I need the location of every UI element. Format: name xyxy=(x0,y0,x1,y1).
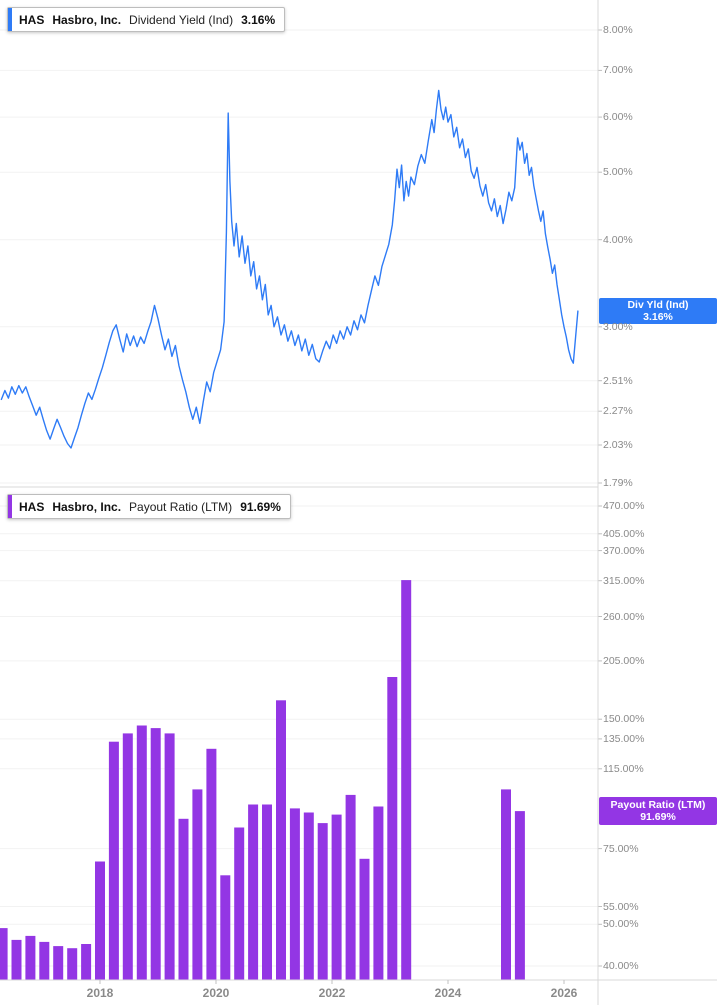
y-tick-label: 1.79% xyxy=(603,477,633,490)
y-tick-label: 115.00% xyxy=(603,762,644,775)
payout-ratio-bar xyxy=(81,944,92,980)
legend-metric: Dividend Yield (Ind) xyxy=(129,12,234,27)
payout-ratio-bar xyxy=(67,948,78,980)
y-tick-label: 40.00% xyxy=(603,959,639,972)
payout-ratio-bar xyxy=(150,728,161,980)
payout-ratio-bar xyxy=(234,827,245,980)
y-tick-label: 2.51% xyxy=(603,374,633,387)
payout-ratio-bar xyxy=(262,804,272,980)
payout-ratio-bar xyxy=(501,789,511,980)
payout-ratio-legend[interactable]: HAS Hasbro, Inc. Payout Ratio (LTM) 91.6… xyxy=(7,494,291,519)
y-tick-label: 4.00% xyxy=(603,233,633,246)
div-yld-last-value-badge: Div Yld (Ind) 3.16% xyxy=(599,298,717,324)
y-tick-label: 2.03% xyxy=(603,438,633,451)
payout-ratio-last-value-badge: Payout Ratio (LTM) 91.69% xyxy=(599,797,717,825)
dividend-yield-line xyxy=(0,89,579,449)
payout-ratio-bar xyxy=(136,725,147,980)
y-tick-label: 7.00% xyxy=(603,64,633,77)
dividend-yield-legend[interactable]: HAS Hasbro, Inc. Dividend Yield (Ind) 3.… xyxy=(7,7,286,32)
payout-ratio-bar xyxy=(164,733,175,980)
y-tick-label: 5.00% xyxy=(603,166,633,179)
payout-ratio-bar xyxy=(95,861,105,980)
y-tick-label: 8.00% xyxy=(603,24,633,37)
payout-ratio-bar xyxy=(317,823,328,980)
y-tick-label: 55.00% xyxy=(603,900,639,913)
y-tick-label: 405.00% xyxy=(603,527,645,540)
x-axis-label: 2026 xyxy=(550,986,578,1000)
y-tick-label: 75.00% xyxy=(603,842,639,855)
payout-ratio-bar xyxy=(206,748,217,980)
payout-ratio-bar xyxy=(53,946,64,980)
y-tick-label: 2.27% xyxy=(603,405,633,418)
legend-metric: Payout Ratio (LTM) xyxy=(129,499,233,514)
payout-ratio-bar xyxy=(276,700,286,980)
payout-ratio-bar xyxy=(192,789,203,980)
x-axis-label: 2024 xyxy=(434,986,462,1000)
payout-ratio-bar xyxy=(514,811,525,980)
payout-ratio-bar xyxy=(108,741,119,980)
payout-ratio-bar xyxy=(122,733,133,980)
payout-ratio-bar xyxy=(359,858,370,980)
payout-ratio-bar xyxy=(248,804,259,980)
payout-ratio-bar xyxy=(220,875,231,980)
y-tick-label: 370.00% xyxy=(603,544,645,557)
payout-ratio-bar xyxy=(289,808,300,980)
payout-ratio-bar xyxy=(303,812,314,980)
y-tick-label: 315.00% xyxy=(603,574,645,587)
legend-ticker: HAS xyxy=(19,12,45,27)
y-tick-label: 260.00% xyxy=(603,610,645,623)
payout-ratio-bar xyxy=(11,939,22,980)
y-tick-label: 3.00% xyxy=(603,320,633,333)
y-tick-label: 470.00% xyxy=(603,499,645,512)
badge-value: 91.69% xyxy=(640,811,676,823)
payout-ratio-bar xyxy=(387,677,398,980)
y-tick-label: 50.00% xyxy=(603,918,639,931)
legend-company: Hasbro, Inc. xyxy=(52,12,122,27)
x-axis-label: 2022 xyxy=(318,986,346,1000)
series-color-accent xyxy=(8,8,12,31)
payout-ratio-bar xyxy=(25,935,36,980)
y-tick-label: 6.00% xyxy=(603,111,633,124)
payout-ratio-bar xyxy=(39,941,50,980)
series-color-accent xyxy=(8,495,12,518)
payout-ratio-bar xyxy=(178,818,189,980)
badge-metric-label: Div Yld (Ind) xyxy=(627,298,689,311)
payout-ratio-bar xyxy=(0,928,8,980)
x-axis-label: 2020 xyxy=(202,986,230,1000)
badge-metric-label: Payout Ratio (LTM) xyxy=(610,798,706,811)
legend-ticker: HAS xyxy=(19,499,45,514)
payout-ratio-bar xyxy=(345,794,356,980)
legend-company: Hasbro, Inc. xyxy=(52,499,122,514)
legend-value: 91.69% xyxy=(240,499,281,514)
legend-value: 3.16% xyxy=(241,12,276,27)
y-tick-label: 150.00% xyxy=(603,713,645,726)
payout-ratio-bar xyxy=(401,580,412,980)
y-tick-label: 135.00% xyxy=(603,732,645,745)
y-tick-label: 205.00% xyxy=(603,654,645,667)
x-axis-label: 2018 xyxy=(86,986,114,1000)
badge-value: 3.16% xyxy=(643,311,673,323)
payout-ratio-bar xyxy=(373,806,384,980)
payout-ratio-bar xyxy=(331,814,342,980)
